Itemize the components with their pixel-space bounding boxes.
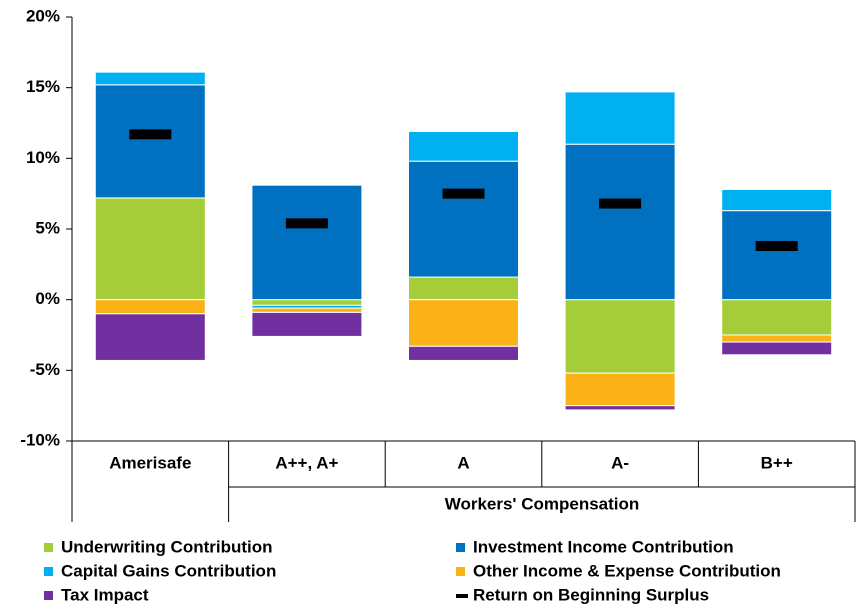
bar-segment [408,160,519,278]
bar-segment [251,311,363,337]
y-tick-label: 10% [26,148,60,167]
y-tick-label: 0% [35,289,60,308]
bar-segment [408,299,519,347]
x-tick-label: Amerisafe [109,453,191,472]
bar-segment [564,372,676,407]
legend-swatch [456,567,465,576]
legend-label: Capital Gains Contribution [61,561,276,580]
return-marker [599,198,642,209]
bar-segment [564,405,676,411]
bar-segment [721,299,833,336]
y-tick-label: 5% [35,218,60,237]
bar-segment [94,84,206,199]
y-tick-label: 15% [26,77,60,96]
return-marker [285,218,328,229]
return-marker [442,188,485,199]
x-tick-label: A- [611,453,629,472]
bar-segment [251,184,363,301]
bar-segment [94,197,206,301]
bar-segment [564,91,676,145]
legend-swatch [44,567,53,576]
x-tick-label: A++, A+ [275,453,338,472]
legend-swatch [456,594,468,598]
bar-segment [721,188,833,212]
bar-segment [251,299,363,306]
bar-segment [94,299,206,315]
legend-label: Underwriting Contribution [61,537,273,556]
bar-segment [251,307,363,313]
legend-label: Other Income & Expense Contribution [473,561,781,580]
return-marker [129,129,172,140]
group-label: Workers' Compensation [445,494,640,513]
return-marker [755,240,798,251]
legend-swatch [44,591,53,600]
bar-segment [408,276,519,301]
legend-label: Tax Impact [61,585,149,604]
y-tick-label: 20% [26,6,60,25]
bar-segment [408,345,519,361]
bar-segment [408,130,519,162]
bar-segment [564,143,676,301]
legend-swatch [456,543,465,552]
y-tick-label: -10% [20,430,60,449]
legend-label: Investment Income Contribution [473,537,734,556]
bar-segment [94,313,206,361]
bar-segment [564,299,676,374]
bar-segment [721,341,833,356]
y-tick-label: -5% [30,360,60,379]
bar-segment [721,334,833,343]
legend-swatch [44,543,53,552]
bar-segment [94,71,206,86]
x-tick-label: A [457,453,469,472]
bar-segment [721,210,833,301]
legend-label: Return on Beginning Surplus [473,585,709,604]
x-tick-label: B++ [761,453,793,472]
